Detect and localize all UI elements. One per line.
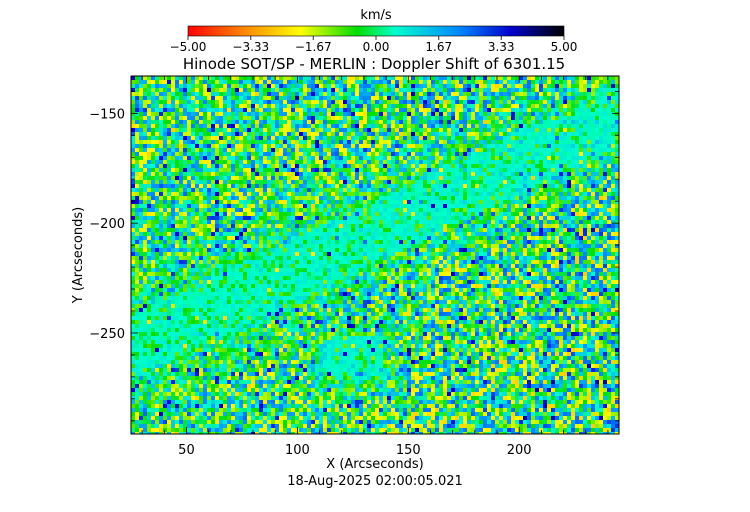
colorbar-ticks: −5.00 −3.33 −1.67 0.00 1.67 3.33 5.00: [170, 36, 578, 54]
plot-frame: [130, 75, 620, 435]
y-tick-label: −150: [89, 107, 125, 122]
colorbar-tick-label: 3.33: [488, 40, 515, 54]
colorbar: [187, 25, 565, 37]
chart-title: Hinode SOT/SP - MERLIN : Doppler Shift o…: [183, 55, 565, 73]
x-tick-label: 100: [285, 443, 310, 458]
colorbar-label: km/s: [360, 8, 392, 23]
y-axis-label: Y (Arcseconds): [71, 207, 86, 304]
x-tick-label: 200: [507, 443, 532, 458]
x-tick-label: 50: [178, 443, 195, 458]
colorbar-tick-label: 5.00: [551, 40, 578, 54]
colorbar-tick-label: 1.67: [425, 40, 452, 54]
x-tick-label: 150: [396, 443, 421, 458]
y-tick-label: −200: [89, 217, 125, 232]
colorbar-tick-label: 0.00: [363, 40, 390, 54]
timestamp: 18-Aug-2025 02:00:05.021: [287, 474, 463, 489]
y-axis: −150 −200 −250: [89, 90, 619, 422]
x-axis-label: X (Arcseconds): [326, 457, 423, 472]
colorbar-tick-label: −5.00: [170, 40, 207, 54]
x-axis: 50 100 150 200: [141, 76, 609, 458]
y-tick-label: −250: [89, 327, 125, 342]
colorbar-tick-label: −3.33: [232, 40, 269, 54]
doppler-map: [131, 76, 619, 434]
colorbar-tick-label: −1.67: [295, 40, 332, 54]
